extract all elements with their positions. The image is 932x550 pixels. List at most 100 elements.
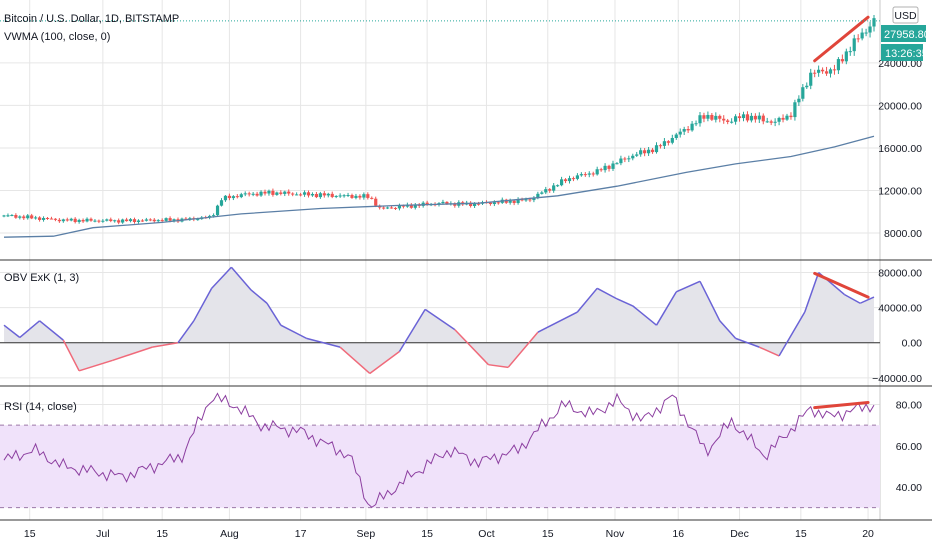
candle-body xyxy=(291,193,295,195)
candle-body xyxy=(295,194,299,196)
candle-body xyxy=(769,121,773,123)
candle-body xyxy=(520,199,524,201)
candle-body xyxy=(358,195,362,198)
candle-body xyxy=(275,192,279,195)
candle-body xyxy=(820,69,825,72)
candle-body xyxy=(263,191,267,194)
candle-body xyxy=(65,219,69,221)
x-axis-label: 17 xyxy=(295,528,307,540)
candle-body xyxy=(121,219,125,223)
candle-body xyxy=(698,115,702,124)
candle-body xyxy=(528,199,532,201)
candle-body xyxy=(650,149,655,153)
candle-body xyxy=(113,220,117,222)
candle-body xyxy=(749,115,754,121)
candle-body xyxy=(745,114,750,121)
obv-segment xyxy=(759,346,780,357)
obv-segment xyxy=(62,339,80,372)
candle-body xyxy=(346,195,350,197)
candle-body xyxy=(836,59,841,71)
candle-body xyxy=(251,193,255,195)
candle-body xyxy=(476,203,481,205)
candle-body xyxy=(757,115,761,120)
candle-body xyxy=(694,123,698,125)
candle-body xyxy=(690,123,694,131)
candle-body xyxy=(45,217,50,219)
candle-body xyxy=(287,191,291,194)
candle-body xyxy=(575,175,580,179)
candle-body xyxy=(37,217,42,220)
candle-body xyxy=(18,216,22,218)
obv-segment xyxy=(632,305,657,326)
candles xyxy=(2,14,876,225)
candle-body xyxy=(267,190,271,194)
obv-segment xyxy=(19,320,41,339)
candle-body xyxy=(413,204,417,208)
candle-body xyxy=(848,51,852,53)
rsi-band xyxy=(0,425,880,508)
candle-body xyxy=(793,102,797,118)
candle-body xyxy=(785,115,789,120)
obv-segment xyxy=(152,342,179,348)
candle-body xyxy=(397,205,402,209)
obv-segment xyxy=(230,266,252,291)
obv-segment xyxy=(735,337,760,348)
candle-body xyxy=(453,203,457,206)
obv-area xyxy=(4,267,874,374)
countdown-tag: 13:26:35 xyxy=(885,48,928,60)
y-axis-label: 80.00 xyxy=(896,400,922,412)
candle-body xyxy=(231,196,235,199)
candle-body xyxy=(330,193,334,197)
candle-body xyxy=(496,202,500,204)
candle-body xyxy=(753,115,757,120)
candle-body xyxy=(22,216,26,219)
y-axis-label: 60.00 xyxy=(896,441,922,453)
candle-body xyxy=(342,195,346,197)
candle-body xyxy=(334,195,338,197)
candle-body xyxy=(164,218,168,221)
candle-body xyxy=(559,179,564,186)
y-axis-label: 12000.00 xyxy=(878,185,922,197)
candle-body xyxy=(583,174,587,176)
candle-body xyxy=(128,219,133,222)
x-axis-label: Jul xyxy=(96,528,109,540)
obv-segment xyxy=(719,320,737,339)
candle-body xyxy=(797,98,801,103)
obv-segment xyxy=(424,308,456,331)
candle-body xyxy=(148,219,152,221)
candle-body xyxy=(326,193,330,196)
obv-plot xyxy=(0,266,880,375)
y-axis-label: 80000.00 xyxy=(878,268,922,280)
candle-body xyxy=(472,203,477,207)
obv-legend: OBV ExK (1, 3) xyxy=(4,272,79,284)
candle-body xyxy=(6,215,10,217)
chart-title: Bitcoin / U.S. Dollar, 1D, BITSTAMP xyxy=(4,13,179,25)
candle-body xyxy=(813,72,817,74)
candle-body xyxy=(322,193,326,196)
candle-body xyxy=(85,218,89,222)
candle-body xyxy=(389,207,394,209)
obv-segment xyxy=(112,346,153,362)
candle-body xyxy=(101,220,105,222)
candle-body xyxy=(338,195,342,197)
candle-body xyxy=(809,72,813,86)
last-price-tag: 27958.80 xyxy=(884,29,930,41)
candle-body xyxy=(26,215,30,219)
candle-body xyxy=(132,219,137,222)
obv-segment xyxy=(576,287,598,313)
obv-segment xyxy=(211,266,232,289)
candle-body xyxy=(247,193,251,195)
currency-badge[interactable]: USD xyxy=(894,10,917,22)
candle-body xyxy=(781,117,785,120)
candle-body xyxy=(109,219,113,222)
candle-body xyxy=(184,218,188,220)
candle-body xyxy=(271,190,275,195)
candle-body xyxy=(172,219,176,221)
candle-body xyxy=(844,51,848,62)
candle-body xyxy=(654,145,659,153)
obv-segment xyxy=(280,324,307,340)
currency-badge-box[interactable] xyxy=(892,6,919,24)
obv-segment xyxy=(306,337,341,348)
candle-body xyxy=(789,115,793,118)
